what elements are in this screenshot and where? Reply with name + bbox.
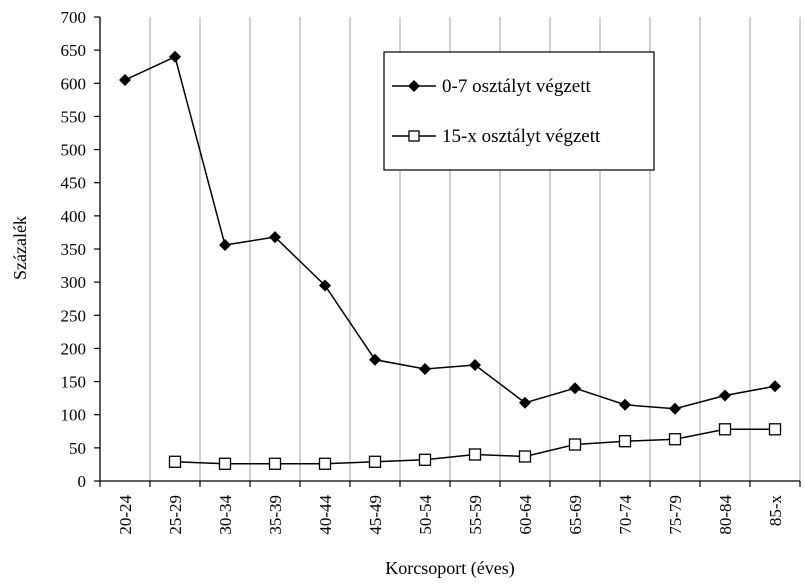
- x-tick-label: 30-34: [216, 495, 235, 535]
- x-tick-label: 80-84: [716, 495, 735, 535]
- data-point-square: [668, 433, 682, 446]
- data-point-square: [218, 457, 232, 470]
- axes: [94, 16, 801, 487]
- data-point-square: [718, 423, 732, 436]
- data-point-diamond: [519, 396, 531, 409]
- y-tick-label: 0: [78, 472, 87, 491]
- data-point-diamond: [569, 382, 581, 395]
- data-point-square: [318, 457, 332, 470]
- x-tick-label: 40-44: [316, 495, 335, 535]
- y-tick-label: 200: [61, 339, 87, 358]
- data-point-diamond: [269, 231, 281, 244]
- legend-entry-15-x: 15-x osztályt végzett: [392, 126, 601, 147]
- data-point-diamond: [419, 362, 431, 375]
- data-point-diamond: [719, 389, 731, 402]
- y-axis-label: Százalék: [10, 216, 30, 280]
- x-tick-label: 65-69: [566, 495, 585, 535]
- data-point-square: [418, 453, 432, 466]
- y-tick-label: 50: [69, 439, 86, 458]
- x-tick-label: 85-x: [766, 495, 785, 527]
- legend-diamond-marker-icon: [408, 80, 420, 92]
- data-point-diamond: [669, 402, 681, 415]
- data-point-diamond: [769, 380, 781, 393]
- data-point-square: [468, 448, 482, 461]
- x-tick-label: 60-64: [516, 495, 535, 535]
- y-tick-label: 150: [61, 373, 87, 392]
- legend-entry-0-7: 0-7 osztályt végzett: [392, 76, 592, 97]
- y-tick-label: 100: [61, 406, 87, 425]
- y-tick-label: 450: [61, 174, 87, 193]
- data-point-diamond: [169, 50, 181, 63]
- data-point-diamond: [119, 73, 131, 86]
- series-0-7: [119, 50, 781, 415]
- legend-label-0-7: 0-7 osztályt végzett: [442, 76, 592, 97]
- x-tick-label: 25-29: [166, 495, 185, 535]
- data-point-square: [618, 435, 632, 448]
- series-line: [124, 55, 776, 410]
- y-tick-label: 300: [61, 273, 87, 292]
- y-tick-label: 250: [61, 306, 87, 325]
- data-point-square: [568, 438, 582, 451]
- x-tick-label: 55-59: [466, 495, 485, 535]
- data-point-diamond: [469, 359, 481, 371]
- data-point-square: [268, 457, 282, 470]
- y-tick-label: 400: [61, 207, 87, 226]
- data-point-square: [168, 455, 182, 468]
- series-15-x: [168, 423, 782, 470]
- y-tick-label: 700: [61, 8, 87, 27]
- x-axis-tick-labels: 20-24 25-29 30-34 35-39 40-44 45-49 50-54 55-59…: [116, 495, 785, 535]
- x-tick-label: 20-24: [116, 495, 135, 535]
- data-point-square: [768, 423, 782, 436]
- data-point-square: [368, 455, 382, 468]
- y-tick-label: 350: [61, 240, 87, 259]
- legend-box: [383, 51, 655, 171]
- series: [119, 50, 782, 470]
- y-tick-label: 500: [61, 141, 87, 160]
- y-axis-tick-labels: 0 50 100 150 200 250 300 350 400 450 500 550 600 650 7…: [61, 8, 87, 491]
- legend-label-15-x: 15-x osztályt végzett: [442, 126, 601, 147]
- x-tick-label: 45-49: [366, 495, 385, 535]
- y-tick-label: 550: [61, 107, 87, 126]
- y-tick-label: 600: [61, 74, 87, 93]
- x-axis-label: Korcsoport (éves): [385, 558, 514, 579]
- data-point-diamond: [219, 239, 231, 252]
- x-tick-label: 70-74: [616, 495, 635, 535]
- y-tick-label: 650: [61, 41, 87, 60]
- data-point-diamond: [369, 353, 381, 366]
- legend: 0-7 osztályt végzett 15-x osztályt végze…: [383, 51, 655, 171]
- data-point-square: [518, 450, 532, 463]
- x-tick-label: 35-39: [266, 495, 285, 535]
- x-tick-label: 50-54: [416, 495, 435, 535]
- data-point-diamond: [319, 279, 331, 292]
- x-tick-label: 75-79: [666, 495, 685, 535]
- legend-square-marker-icon: [408, 130, 420, 142]
- data-point-diamond: [619, 398, 631, 411]
